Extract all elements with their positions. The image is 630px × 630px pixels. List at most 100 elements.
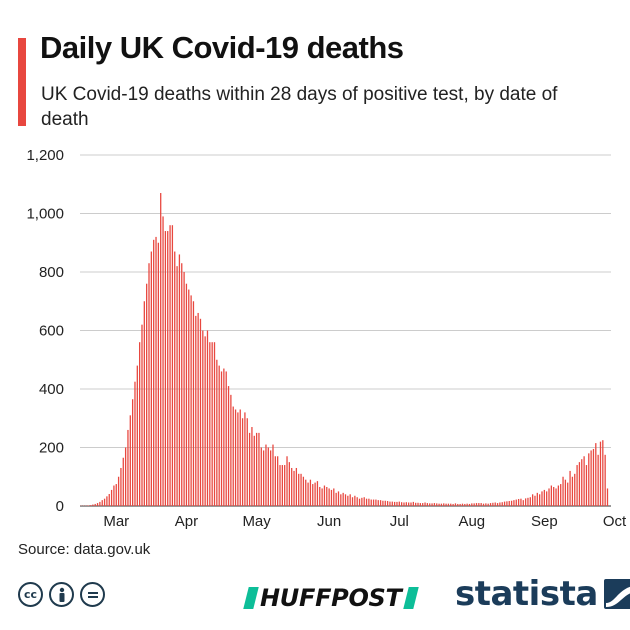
bar	[391, 501, 393, 506]
cc-icon[interactable]: cc	[18, 582, 43, 607]
bar	[131, 399, 134, 506]
bar	[543, 489, 545, 506]
bar	[515, 499, 517, 506]
bar	[113, 485, 115, 506]
bar	[405, 502, 407, 506]
bar	[529, 497, 531, 506]
source-note: Source: data.gov.uk	[18, 541, 151, 558]
bar	[471, 503, 473, 506]
bar	[115, 484, 117, 506]
bar	[143, 301, 145, 506]
bar	[513, 500, 515, 506]
bar	[101, 500, 103, 506]
bar	[234, 409, 237, 506]
bar	[117, 476, 120, 506]
bar	[162, 216, 164, 506]
bar	[571, 476, 574, 506]
bar	[349, 494, 351, 506]
bar	[153, 239, 155, 506]
x-tick-label: Jun	[317, 513, 341, 530]
bar	[277, 456, 279, 506]
bar	[230, 394, 232, 506]
bar	[328, 488, 330, 506]
bar	[403, 502, 405, 506]
bar	[262, 450, 265, 506]
bar	[553, 486, 555, 506]
bar	[284, 465, 286, 506]
bar	[309, 479, 312, 506]
bar	[534, 495, 536, 506]
bar	[480, 503, 482, 506]
x-tick-label: Sep	[531, 513, 558, 530]
bar	[393, 501, 396, 506]
bar	[546, 491, 548, 507]
bar	[330, 489, 333, 506]
y-tick-label: 1,000	[26, 206, 64, 223]
bar	[562, 476, 564, 506]
bar	[496, 503, 499, 506]
bar	[92, 504, 94, 506]
x-tick-label: May	[242, 513, 271, 530]
bar	[281, 465, 283, 506]
bar	[412, 501, 414, 506]
bar	[464, 503, 466, 506]
bar	[588, 453, 590, 506]
bar	[260, 447, 262, 506]
gridlines	[80, 154, 611, 507]
bar	[417, 502, 419, 506]
bar	[424, 502, 426, 506]
bar	[108, 494, 110, 506]
bar	[433, 503, 436, 506]
bar	[475, 503, 478, 506]
bar	[450, 503, 452, 506]
bar	[272, 444, 274, 506]
bar	[426, 503, 429, 506]
bar	[342, 492, 344, 506]
bar	[499, 502, 501, 506]
bar	[99, 501, 101, 506]
bar	[494, 502, 496, 506]
bar	[106, 496, 108, 506]
bar	[379, 500, 382, 506]
bar	[595, 443, 597, 506]
bar	[246, 418, 248, 506]
no-derivatives-icon[interactable]	[80, 582, 105, 607]
bar	[461, 503, 464, 506]
bar	[590, 450, 592, 506]
bar	[501, 502, 503, 506]
bar	[398, 501, 400, 506]
statista-logo[interactable]: statista	[455, 574, 630, 614]
bar	[197, 312, 199, 506]
x-axis: Mar Apr May Jun Jul Aug Sep Oct	[103, 513, 627, 530]
bar	[146, 283, 148, 506]
bar	[199, 318, 202, 506]
bar	[351, 497, 354, 506]
bar	[103, 498, 106, 506]
bar	[401, 502, 403, 506]
bar	[482, 503, 485, 506]
bar	[227, 386, 230, 506]
y-tick-label: 400	[39, 381, 64, 398]
bar	[171, 225, 174, 506]
bar	[564, 479, 567, 506]
huffpost-logo[interactable]: HUFFPOST	[243, 584, 419, 612]
y-tick-label: 800	[39, 264, 64, 281]
bar	[319, 486, 321, 506]
bar	[454, 503, 457, 506]
bar	[167, 231, 169, 507]
bar	[520, 498, 522, 506]
bar	[599, 441, 602, 506]
bar	[253, 435, 255, 506]
bar	[440, 503, 443, 506]
bar	[363, 497, 365, 506]
bar	[323, 485, 326, 506]
bar	[136, 365, 138, 506]
bar	[478, 503, 480, 506]
bar	[225, 371, 227, 506]
bar	[302, 476, 305, 506]
attribution-icon[interactable]	[49, 582, 74, 607]
bar	[244, 412, 246, 506]
bar	[160, 193, 162, 506]
bar	[312, 484, 314, 506]
bar	[239, 409, 241, 506]
